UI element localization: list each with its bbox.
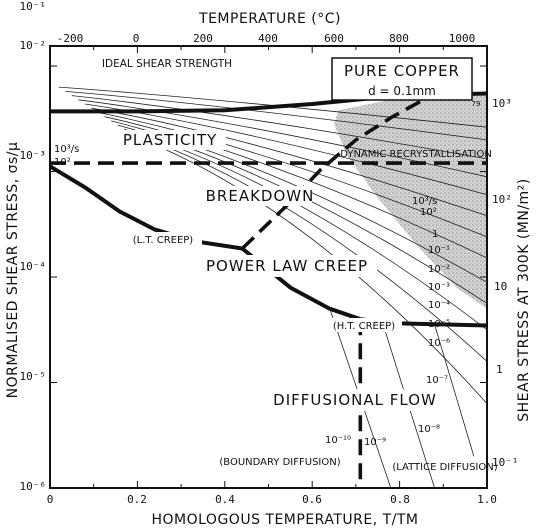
strain-rate-label: 10³/s (412, 196, 437, 207)
chart-title: PURE COPPER (344, 62, 460, 80)
strain-rate-label: 10⁻³ (428, 282, 450, 293)
right-tick-label: 10 (494, 280, 507, 293)
annotation-boundary-diffusion: (BOUNDARY DIFFUSION) (219, 457, 340, 468)
top-tick-label: 1000 (449, 32, 476, 45)
strain-rate-label: 10² (420, 207, 437, 218)
strain-rate-contour (434, 324, 475, 457)
axis-ticks (49, 46, 488, 489)
x-tick-label: 0.4 (215, 493, 235, 506)
strain-rate-label: 10⁻⁴ (428, 300, 450, 311)
chart-subtitle: d = 0.1mm (368, 84, 436, 98)
top-axis-title: TEMPERATURE (°C) (198, 11, 341, 27)
x-tick-label: 1.0 (477, 493, 497, 506)
strain-rate-label: 10⁻⁶ (428, 338, 450, 349)
annotation-lt-creep: (L.T. CREEP) (133, 235, 194, 246)
strain-rate-contour (98, 112, 488, 238)
x-tick-label: 0.2 (127, 493, 147, 506)
top-tick-label: -200 (57, 32, 84, 45)
top-tick-label: 400 (258, 32, 278, 45)
strain-rate-label: 10² (54, 157, 71, 168)
strain-rate-label: 10⁻¹⁰ (325, 435, 351, 446)
top-tick-label: 200 (193, 32, 213, 45)
top-tick-label: 600 (324, 32, 344, 45)
x-tick-label: 0.8 (390, 493, 410, 506)
recrystallisation-region (334, 94, 487, 309)
label-bg (197, 255, 377, 277)
annotation-dynamic-recrystallisation: DYNAMIC RECRYSTALLISATION (340, 149, 492, 160)
y-tick-label: 10⁻³ (20, 149, 47, 162)
strain-rate-contour (71, 95, 488, 160)
label-bg (276, 389, 436, 411)
region-label-power-law-creep: POWER LAW CREEP (206, 257, 368, 275)
strain-rate-label: 1 (432, 229, 438, 240)
right-tick-label: 10³ (492, 97, 512, 110)
right-axis-title: SHEAR STRESS AT 300K (MN/m²) (516, 178, 532, 422)
annotation-ideal-shear-strength: IDEAL SHEAR STRENGTH (102, 58, 232, 70)
strain-rate-label: 10³/s (54, 144, 79, 155)
strain-rate-contour (130, 133, 488, 362)
y-axis-title: NORMALISED SHEAR STRESS, σs/μ (5, 142, 21, 399)
strain-rate-label: 10⁻⁵ (428, 319, 450, 330)
strain-rate-label: 10⁻¹ (428, 245, 450, 256)
x-axis-title: HOMOLOGOUS TEMPERATURE, T/TM (151, 512, 418, 528)
label-bg (114, 130, 226, 150)
series-power-law-lower-left (48, 164, 243, 251)
annotation-lattice-diffusion: (LATTICE DIFFUSION) (392, 462, 497, 473)
series-power-law-lower-right (241, 246, 488, 328)
strain-rate-label: 10⁻⁷ (426, 375, 448, 386)
recrystallisation-shade (334, 94, 487, 309)
strain-rate-contour (104, 116, 488, 259)
x-tick-label: 0.6 (302, 493, 322, 506)
strain-rate-label: 10⁻⁸ (418, 424, 440, 435)
right-tick-label: 10² (492, 193, 512, 206)
series-dynamic-recrystallisation (241, 90, 444, 250)
x-tick-label: 0 (47, 493, 54, 506)
y-tick-label: 10⁻¹ (20, 0, 47, 13)
annotation-ht-creep: (H.T. CREEP) (333, 321, 395, 332)
label-bg (208, 186, 312, 206)
top-tick-label: 800 (389, 32, 409, 45)
title-box (331, 57, 473, 101)
region-label-diffusional-flow: DIFFUSIONAL FLOW (273, 391, 437, 409)
strain-rate-contour (137, 137, 488, 404)
region-label-plasticity: PLASTICITY (123, 131, 217, 149)
right-tick-label: 1 (496, 363, 503, 376)
y-tick-label: 10⁻² (20, 39, 47, 52)
label-bg (326, 318, 402, 332)
figure-number: 79 (472, 100, 481, 108)
y-tick-label: 10⁻⁴ (20, 260, 47, 273)
strain-rate-label: 10⁻² (428, 264, 450, 275)
strain-rate-contour (91, 107, 488, 217)
y-tick-label: 10⁻⁶ (20, 480, 47, 493)
label-bg (124, 232, 202, 246)
strain-rate-contour (58, 86, 488, 128)
right-tick-label: 10⁻¹ (492, 456, 519, 469)
top-tick-label: 0 (133, 32, 140, 45)
y-tick-label: 10⁻⁵ (20, 370, 47, 383)
region-label-breakdown: BREAKDOWN (206, 187, 315, 205)
strain-rate-label: 10⁻⁹ (364, 437, 386, 448)
label-bg (82, 56, 252, 70)
